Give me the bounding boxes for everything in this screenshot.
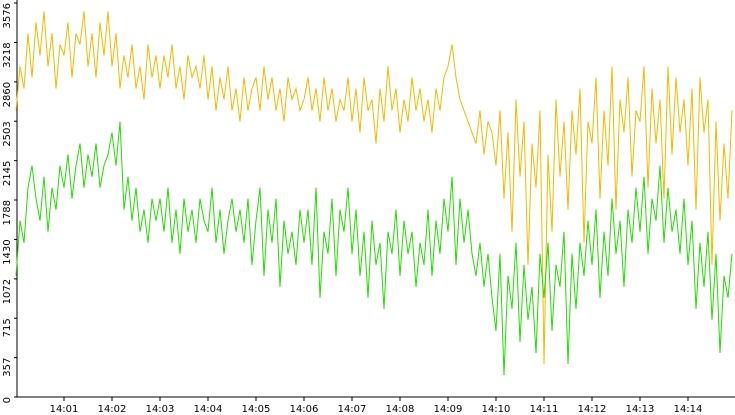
x-tick-label: 14:13 xyxy=(626,404,655,415)
x-tick-label: 14:06 xyxy=(290,404,319,415)
y-tick-label: 3576 xyxy=(2,3,13,28)
y-tick-label: 1072 xyxy=(2,279,13,304)
x-tick-label: 14:14 xyxy=(674,404,703,415)
x-tick-label: 14:08 xyxy=(386,404,415,415)
y-tick-label: 3218 xyxy=(2,42,13,67)
x-tick-label: 14:09 xyxy=(434,404,463,415)
series-line xyxy=(15,11,733,364)
y-tick-label: 2145 xyxy=(2,161,13,186)
series-line xyxy=(15,121,733,375)
y-tick-label: 1788 xyxy=(2,200,13,225)
y-tick-label: 715 xyxy=(2,318,13,337)
y-tick-label: 2860 xyxy=(2,82,13,107)
x-tick-label: 14:01 xyxy=(50,404,79,415)
y-tick-label: 0 xyxy=(2,397,13,403)
x-tick-label: 14:05 xyxy=(242,404,271,415)
y-tick-label: 2503 xyxy=(2,121,13,146)
y-tick-label: 357 xyxy=(2,358,13,377)
y-tick-label: 1430 xyxy=(2,239,13,264)
x-tick-label: 14:04 xyxy=(194,404,223,415)
x-tick-label: 14:02 xyxy=(98,404,127,415)
x-tick-label: 14:11 xyxy=(530,404,559,415)
x-tick-label: 14:10 xyxy=(482,404,511,415)
x-tick-label: 14:12 xyxy=(578,404,607,415)
x-tick-label: 14:03 xyxy=(146,404,175,415)
x-tick-label: 14:07 xyxy=(338,404,367,415)
